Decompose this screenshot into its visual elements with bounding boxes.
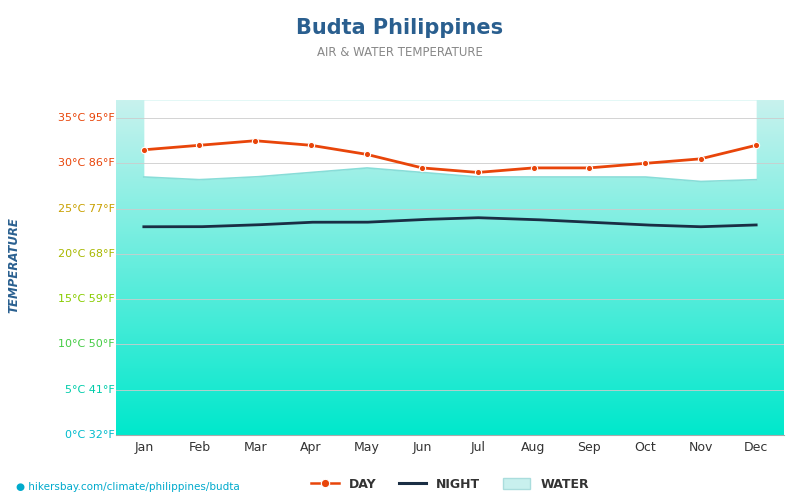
Text: 35°C 95°F: 35°C 95°F <box>58 113 115 123</box>
Text: ● hikersbay.com/climate/philippines/budta: ● hikersbay.com/climate/philippines/budt… <box>16 482 240 492</box>
Text: Budta Philippines: Budta Philippines <box>297 18 503 38</box>
Text: 0°C 32°F: 0°C 32°F <box>65 430 115 440</box>
Legend: DAY, NIGHT, WATER: DAY, NIGHT, WATER <box>306 473 594 496</box>
Text: 25°C 77°F: 25°C 77°F <box>58 204 115 214</box>
Text: 20°C 68°F: 20°C 68°F <box>58 249 115 259</box>
Text: 10°C 50°F: 10°C 50°F <box>58 340 115 349</box>
Text: 5°C 41°F: 5°C 41°F <box>65 384 115 394</box>
Text: 30°C 86°F: 30°C 86°F <box>58 158 115 168</box>
Text: 15°C 59°F: 15°C 59°F <box>58 294 115 304</box>
Text: AIR & WATER TEMPERATURE: AIR & WATER TEMPERATURE <box>317 46 483 59</box>
Text: TEMPERATURE: TEMPERATURE <box>8 217 21 313</box>
